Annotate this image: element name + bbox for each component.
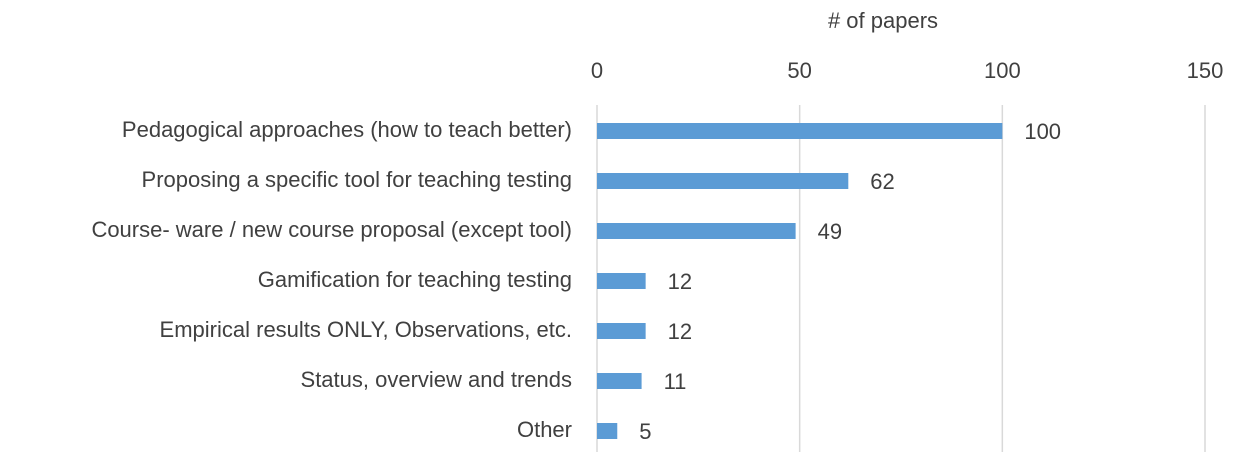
value-label: 49 <box>818 219 842 244</box>
y-tick-label: Pedagogical approaches (how to teach bet… <box>122 117 572 142</box>
y-tick-label: Other <box>517 417 572 442</box>
x-tick-label: 0 <box>591 58 603 83</box>
y-tick-label: Proposing a specific tool for teaching t… <box>142 167 572 192</box>
value-label: 5 <box>639 419 651 444</box>
bar <box>597 123 1003 139</box>
bar <box>597 373 642 389</box>
y-tick-label: Course- ware / new course proposal (exce… <box>91 217 572 242</box>
y-tick-label: Gamification for teaching testing <box>258 267 572 292</box>
bar <box>597 423 618 439</box>
bar <box>597 323 646 339</box>
axis-title: # of papers <box>828 8 938 33</box>
x-tick-label: 100 <box>984 58 1021 83</box>
bar <box>597 273 646 289</box>
x-tick-label: 50 <box>787 58 811 83</box>
bar <box>597 223 796 239</box>
bar <box>597 173 849 189</box>
x-tick-label: 150 <box>1187 58 1224 83</box>
value-label: 12 <box>668 319 692 344</box>
value-label: 12 <box>668 269 692 294</box>
value-label: 62 <box>870 169 894 194</box>
value-label: 100 <box>1024 119 1061 144</box>
y-tick-label: Empirical results ONLY, Observations, et… <box>160 317 572 342</box>
value-label: 11 <box>664 369 687 394</box>
y-tick-label: Status, overview and trends <box>301 367 572 392</box>
